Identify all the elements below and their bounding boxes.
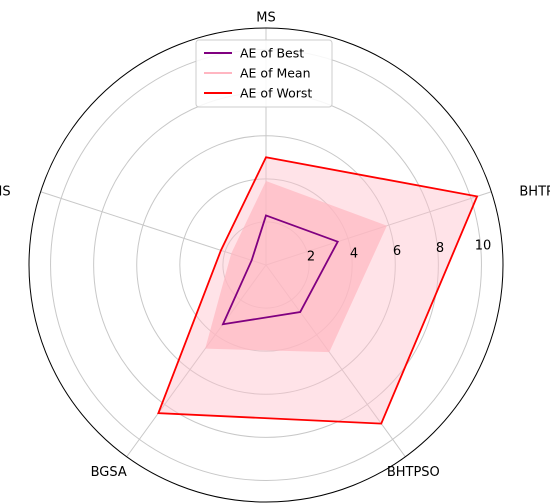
legend-label-ae-of-worst: AE of Worst bbox=[240, 86, 312, 101]
r-tick-label-8: 8 bbox=[436, 241, 444, 256]
category-label-ms: MS bbox=[256, 11, 275, 26]
series-layer bbox=[157, 156, 479, 425]
legend-label-ae-of-mean: AE of Mean bbox=[240, 66, 311, 81]
axis-label-layer: MS BHTPSO-QI BHTPSO BGSA HLMS bbox=[0, 11, 550, 481]
r-tick-label-6: 6 bbox=[393, 244, 401, 259]
series-ae-of-best bbox=[221, 214, 340, 326]
r-tick-label-10: 10 bbox=[475, 238, 492, 253]
outer-frame bbox=[28, 27, 504, 503]
category-label-bhtpso-qi: BHTPSO-QI bbox=[519, 184, 550, 199]
r-tick-label-4: 4 bbox=[350, 247, 358, 262]
series-ae-of-mean bbox=[205, 180, 387, 353]
r-tick-label-2: 2 bbox=[307, 249, 315, 264]
legend: AE of Best AE of Mean AE of Worst bbox=[195, 39, 333, 108]
category-label-bgsa: BGSA bbox=[91, 465, 127, 480]
legend-box bbox=[195, 39, 333, 108]
spoke-hlms bbox=[40, 191, 267, 266]
legend-label-ae-of-best: AE of Best bbox=[240, 46, 304, 61]
category-label-hlms: HLMS bbox=[0, 184, 11, 199]
tick-label-layer: 2 4 6 8 10 bbox=[307, 238, 491, 264]
category-label-bhtpso: BHTPSO bbox=[387, 465, 440, 480]
